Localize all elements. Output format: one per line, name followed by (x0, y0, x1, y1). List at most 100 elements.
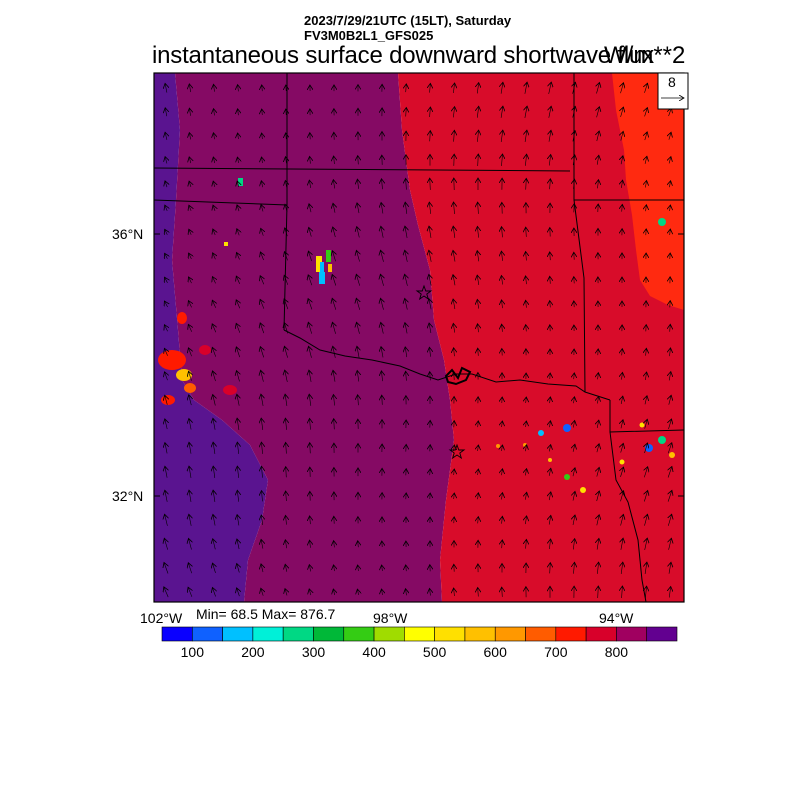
wind-vector (357, 227, 360, 238)
wind-vector (621, 83, 624, 94)
wind-vector (646, 205, 647, 212)
wind-vector (430, 469, 431, 476)
wind-vector (309, 565, 310, 572)
wind-vector (573, 468, 575, 477)
wind-vector (238, 85, 239, 92)
wind-vector (550, 179, 551, 190)
wind-vector (237, 253, 240, 260)
wind-vector (381, 250, 384, 262)
wind-vector (165, 466, 167, 478)
wind-vector (165, 205, 167, 212)
wind-vector (526, 421, 527, 428)
city-markers (415, 284, 466, 460)
wind-vector (573, 515, 575, 526)
wind-vector (477, 83, 478, 94)
wind-vector (668, 514, 671, 526)
wind-vector (477, 106, 478, 118)
wind-vector (356, 298, 359, 310)
wind-vector (501, 251, 502, 261)
wind-vector (598, 586, 599, 599)
wind-vector (262, 133, 263, 140)
colorbar-tick-label: 400 (362, 644, 386, 660)
wind-vector (478, 493, 479, 500)
wind-vector (357, 179, 358, 189)
axis-ticks (154, 233, 684, 497)
stats-text: Min= 68.5 Max= 876.7 (196, 606, 336, 622)
wind-vector (260, 299, 264, 309)
wind-vector (262, 109, 263, 116)
wind-vector (334, 419, 335, 430)
wind-vector (669, 395, 671, 405)
wind-vector (261, 539, 263, 549)
wind-vector (213, 181, 215, 187)
field-band-mid (398, 73, 684, 602)
wind-vector (382, 395, 383, 405)
colorbar-tick-label: 800 (604, 644, 629, 660)
wind-vector (454, 348, 455, 357)
wind-vector (477, 251, 479, 262)
wind-vector (502, 445, 503, 452)
wind-vector (478, 588, 479, 597)
wind-vector (454, 202, 455, 215)
wind-vector (597, 155, 599, 165)
wind-vector (621, 420, 623, 429)
wind-vector (188, 324, 191, 332)
wind-vector (429, 347, 430, 357)
wind-vector (237, 564, 240, 573)
wind-vector (213, 442, 215, 454)
western-convective-patches (158, 312, 237, 405)
wind-vector (213, 371, 216, 382)
wind-vector (430, 131, 431, 142)
wind-vector (669, 181, 670, 188)
wind-vector (644, 491, 647, 502)
wind-vector (382, 179, 383, 190)
wind-vector (645, 443, 648, 454)
wind-vector (430, 83, 431, 93)
wind-vector (212, 347, 215, 357)
wind-vector (357, 322, 360, 334)
wind-vector (189, 490, 191, 502)
wind-vector (478, 517, 479, 524)
colorbar-box (646, 626, 678, 642)
wind-vector (260, 276, 264, 285)
wind-vector (406, 371, 407, 381)
wind-vector (502, 227, 503, 238)
wind-vector (477, 299, 478, 309)
wind-vector (189, 84, 190, 93)
lat-label-32n: 32°N (112, 488, 144, 504)
wind-vector (261, 228, 264, 236)
wind-vector (573, 444, 575, 452)
wind-vector (165, 253, 168, 258)
colorbar-box (555, 626, 587, 642)
wind-vector (646, 348, 647, 356)
wind-vector (189, 181, 191, 187)
wind-vector (308, 275, 312, 286)
wind-vector (212, 588, 215, 597)
wind-vector (502, 154, 503, 167)
wind-vector (668, 443, 672, 454)
wind-vector (454, 469, 455, 476)
colorbar-box (191, 626, 223, 642)
wind-vector (381, 371, 382, 382)
lat-label-36n: 36°N (112, 226, 144, 242)
lake-texoma (444, 366, 472, 386)
wind-vector (189, 538, 192, 550)
wind-vector (429, 250, 431, 262)
wind-vector (165, 83, 167, 93)
wind-vector (574, 373, 575, 380)
wind-vector (188, 348, 191, 357)
wind-vector (165, 157, 167, 164)
wind-vector (502, 516, 503, 524)
wind-vector (526, 397, 527, 404)
wind-vector (213, 563, 216, 573)
wind-vector (358, 541, 359, 548)
wind-vector (645, 396, 647, 405)
wind-vector (381, 298, 384, 310)
reference-vector-box (657, 72, 689, 110)
wind-vector (621, 443, 624, 453)
wind-vector (645, 538, 648, 550)
wind-vector (406, 589, 407, 596)
wind-vector (525, 516, 526, 525)
colorbar-box (404, 626, 435, 642)
wind-vector (308, 322, 311, 334)
